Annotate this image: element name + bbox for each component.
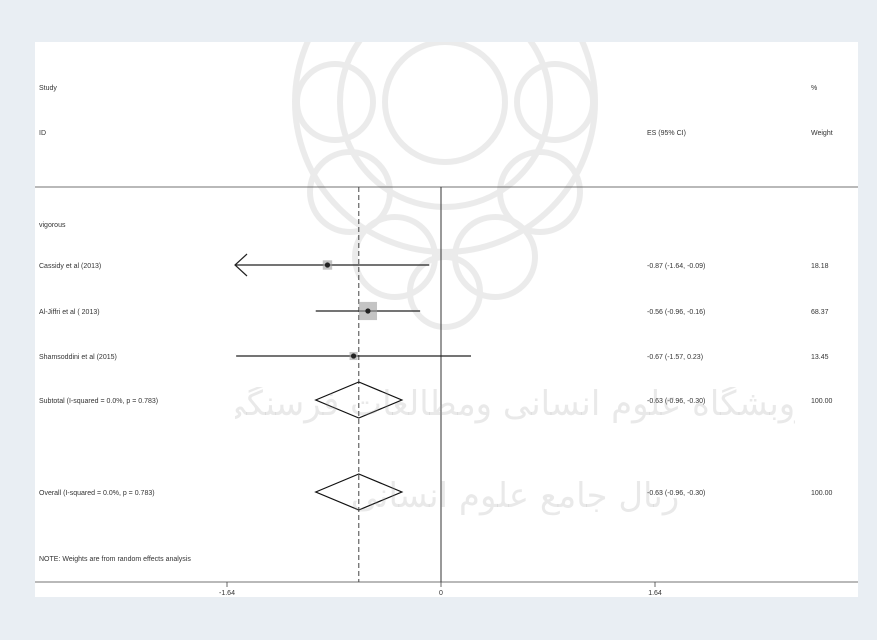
ci-arrow (234, 253, 248, 277)
point-estimate (350, 353, 357, 359)
subtotal-diamond (314, 381, 404, 419)
overall-diamond (314, 473, 404, 511)
subgroup-label: vigorous (39, 222, 66, 229)
subtotal-weight: 100.00 (811, 398, 833, 405)
note-text: NOTE: Weights are from random effects an… (39, 556, 191, 563)
header-id-label: ID (39, 130, 46, 137)
study-es-ci: -0.87 (-1.64, -0.09) (647, 263, 705, 270)
forest-plot-figure: Study ID ES (95% CI) % Weight vigorous C… (35, 42, 858, 597)
header-study-label: Study (39, 85, 57, 92)
subtotal-es-ci: -0.63 (-0.96, -0.30) (647, 398, 705, 405)
study-es-ci: -0.56 (-0.96, -0.16) (647, 309, 705, 316)
header-percent-label: % (811, 85, 817, 92)
study-label: Cassidy et al (2013) (39, 263, 101, 270)
study-label: Al-Jiffri et al ( 2013) (39, 309, 100, 316)
study-weight: 68.37 (811, 309, 829, 316)
x-tick-label: -1.64 (219, 590, 235, 597)
point-estimate (324, 262, 331, 268)
header-es-label: ES (95% CI) (647, 130, 686, 137)
subtotal-label: Subtotal (I-squared = 0.0%, p = 0.783) (39, 398, 158, 405)
header-weight-label: Weight (811, 130, 833, 137)
study-weight: 13.45 (811, 354, 829, 361)
watermark-ornament (292, 42, 598, 330)
x-tick-label: 1.64 (648, 590, 662, 597)
forest-plot: Study ID ES (95% CI) % Weight vigorous C… (35, 42, 858, 597)
plot-marks (226, 187, 656, 587)
x-tick-label: 0 (439, 590, 443, 597)
overall-weight: 100.00 (811, 490, 833, 497)
overall-label: Overall (I-squared = 0.0%, p = 0.783) (39, 490, 155, 497)
study-label: Shamsoddini et al (2015) (39, 354, 117, 361)
study-weight: 18.18 (811, 263, 829, 270)
overall-es-ci: -0.63 (-0.96, -0.30) (647, 490, 705, 497)
study-es-ci: -0.67 (-1.57, 0.23) (647, 354, 703, 361)
point-estimate (365, 308, 371, 314)
